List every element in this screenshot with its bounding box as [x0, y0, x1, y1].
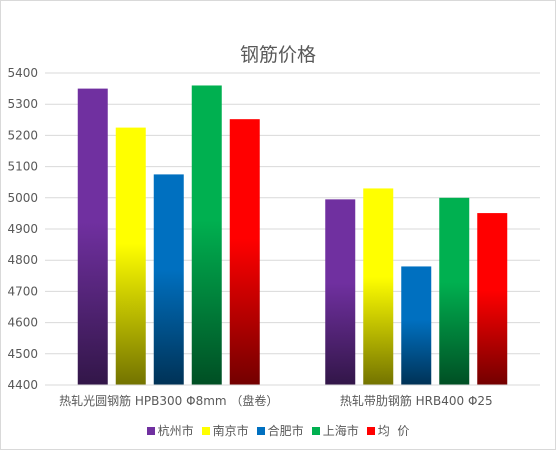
bar: [439, 197, 470, 385]
legend-swatch: [256, 426, 265, 435]
y-tick-label: 5000: [7, 191, 38, 205]
x-category-label: 热轧光圆钢筋 HPB300 Φ8mm （盘卷）: [59, 393, 278, 408]
bar: [477, 213, 508, 385]
y-tick-label: 4700: [7, 284, 38, 298]
y-tick-label: 4600: [7, 316, 38, 330]
legend-swatch: [311, 426, 320, 435]
bar: [77, 88, 108, 385]
legend-swatch: [146, 426, 155, 435]
legend-swatch: [201, 426, 210, 435]
y-tick-label: 5100: [7, 160, 38, 174]
chart-title: 钢筋价格: [239, 44, 316, 66]
bar: [115, 127, 146, 385]
y-tick-label: 4500: [7, 347, 38, 361]
legend-label: 南京市: [212, 424, 249, 438]
bar: [191, 85, 222, 385]
legend-label: 均 价: [377, 424, 410, 438]
x-axis: 热轧光圆钢筋 HPB300 Φ8mm （盘卷） 热轧带肋钢筋 HRB400 Φ25: [45, 384, 540, 408]
y-tick-label: 5300: [7, 97, 38, 111]
legend: 杭州市 南京市 合肥市 上海市 均 价: [0, 422, 556, 439]
legend-item: 南京市: [201, 422, 249, 439]
y-tick-label: 4900: [7, 222, 38, 236]
bars: [77, 85, 508, 386]
legend-item: 杭州市: [146, 422, 194, 439]
y-tick-label: 5400: [7, 66, 38, 80]
y-tick-label: 4800: [7, 253, 38, 267]
legend-label: 杭州市: [157, 424, 194, 438]
y-tick-label: 5200: [7, 128, 38, 142]
legend-label: 上海市: [322, 424, 359, 438]
legend-label: 合肥市: [267, 424, 304, 438]
legend-item: 上海市: [311, 422, 359, 439]
bar: [153, 174, 184, 385]
bar: [401, 266, 432, 385]
bar: [363, 188, 394, 385]
x-category-label: 热轧带肋钢筋 HRB400 Φ25: [340, 393, 493, 408]
legend-item: 合肥市: [256, 422, 304, 439]
legend-item: 均 价: [366, 422, 410, 439]
y-tick-label: 4400: [7, 378, 38, 392]
y-axis: 4400 4500 4600 4700 4800 4900 5000 5100 5200 5300…: [7, 66, 38, 392]
bar: [229, 119, 260, 386]
bar: [325, 199, 356, 385]
legend-swatch: [366, 426, 375, 435]
